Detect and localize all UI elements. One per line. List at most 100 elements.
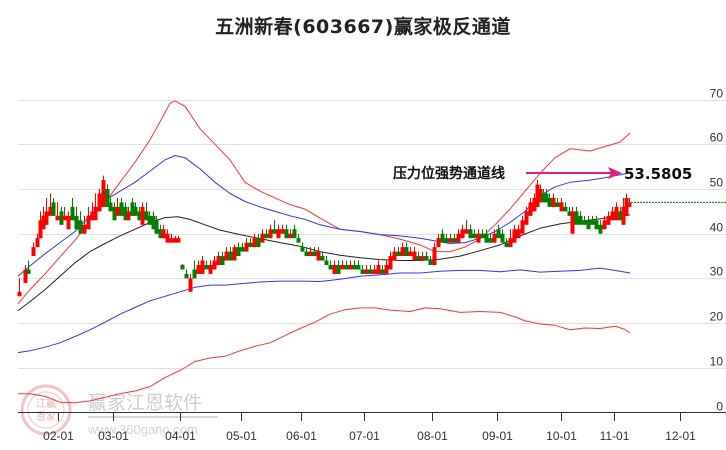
channel-lines: [17, 100, 631, 404]
watermark-seal-bottom: 恩家: [36, 410, 56, 423]
candlestick: [436, 238, 441, 248]
x-tick-label: 10-01: [546, 429, 577, 443]
candlestick: [348, 264, 353, 270]
candlestick: [224, 251, 229, 261]
x-tick-label: 04-01: [165, 429, 196, 443]
candlestick: [508, 238, 513, 248]
candlestick: [316, 251, 321, 261]
candlestick: [196, 264, 201, 274]
candlestick: [44, 211, 49, 225]
candlestick: [516, 229, 521, 239]
candlestick: [288, 233, 293, 239]
candlestick: [17, 291, 22, 297]
annotation-label: 压力位强势通道线: [393, 165, 505, 182]
candlestick: [594, 220, 599, 230]
candlestick: [244, 242, 249, 252]
candlestick: [304, 251, 309, 257]
candlestick: [154, 220, 159, 234]
candlestick: [256, 238, 261, 248]
candlestick: [165, 233, 170, 243]
candlestick: [48, 206, 53, 216]
candlestick: [101, 180, 106, 207]
candlestick: [169, 238, 174, 243]
candlestick: [559, 202, 564, 212]
y-axis-ticks: 0 10 20 30 40 50 60 70: [710, 87, 724, 414]
candlestick: [130, 202, 135, 216]
candlestick: [90, 211, 95, 221]
candlestick: [528, 202, 533, 216]
candlestick: [551, 197, 556, 207]
candlestick: [93, 206, 98, 221]
candlestick: [208, 264, 213, 274]
candlestick: [248, 242, 253, 248]
candlestick: [496, 229, 501, 239]
candlestick: [456, 233, 461, 243]
candlestick: [188, 278, 193, 292]
candlestick: [147, 215, 152, 225]
candlestick: [606, 215, 611, 225]
candlestick: [440, 233, 445, 243]
candlestick: [86, 215, 91, 230]
candlestick: [582, 220, 587, 225]
candlestick: [504, 242, 509, 248]
candlestick: [41, 215, 46, 230]
candlestick: [38, 220, 43, 239]
candlestick: [535, 184, 540, 207]
candlestick: [180, 264, 185, 270]
candlestick: [578, 215, 583, 225]
candlestick: [541, 193, 546, 203]
candlestick: [570, 211, 575, 234]
candlestick: [144, 211, 149, 221]
watermark-url: www.360gann.com: [87, 422, 198, 437]
candlestick: [59, 211, 64, 225]
y-tick-label: 20: [710, 310, 724, 324]
x-tick-label: 05-01: [226, 429, 257, 443]
candlestick: [35, 238, 40, 248]
candlestick: [31, 247, 36, 257]
watermark-seal-top: 江赢: [36, 397, 56, 410]
candlestick: [460, 229, 465, 239]
candlestick: [488, 238, 493, 243]
candlestick: [520, 220, 525, 234]
y-tick-label: 40: [710, 221, 724, 235]
y-tick-label: 70: [710, 87, 724, 101]
candlestick: [412, 251, 417, 261]
candlestick: [228, 251, 233, 261]
candlestick: [184, 273, 189, 279]
candlestick: [404, 247, 409, 257]
candlestick: [364, 269, 369, 274]
arrow-right-icon: [608, 167, 622, 179]
candlestick: [66, 215, 71, 230]
pressure-annotation: 压力位强势通道线 53.5805: [393, 165, 692, 183]
candlestick: [161, 229, 166, 239]
outer_upper_band-line: [17, 100, 631, 305]
candlestick: [428, 260, 433, 265]
candlestick: [78, 220, 83, 234]
candlestick: [151, 215, 156, 230]
outer_lower_band-line: [18, 307, 631, 404]
candlestick: [105, 189, 110, 207]
candlestick: [480, 233, 485, 239]
candlestick: [112, 206, 117, 221]
candlestick: [602, 220, 607, 230]
candlestick: [220, 256, 225, 265]
candlestick: [544, 193, 549, 203]
candlestick: [300, 247, 305, 252]
candlestick: [137, 211, 142, 221]
candlestick: [500, 233, 505, 243]
candlestick: [376, 264, 381, 274]
candlestick: [123, 206, 128, 221]
candlestick: [200, 260, 205, 274]
candlestick: [624, 197, 629, 216]
candlestick: [276, 229, 281, 239]
candlestick: [563, 206, 568, 212]
candlestick: [432, 247, 437, 265]
grid-lines: [18, 100, 726, 369]
candlestick: [296, 238, 301, 243]
chart-title: 五洲新春(603667)赢家极反通道: [215, 16, 511, 38]
candlestick: [260, 233, 265, 243]
candlestick: [388, 256, 393, 270]
candlestick: [119, 202, 124, 216]
candlestick: [97, 193, 102, 212]
candlestick: [55, 215, 60, 221]
